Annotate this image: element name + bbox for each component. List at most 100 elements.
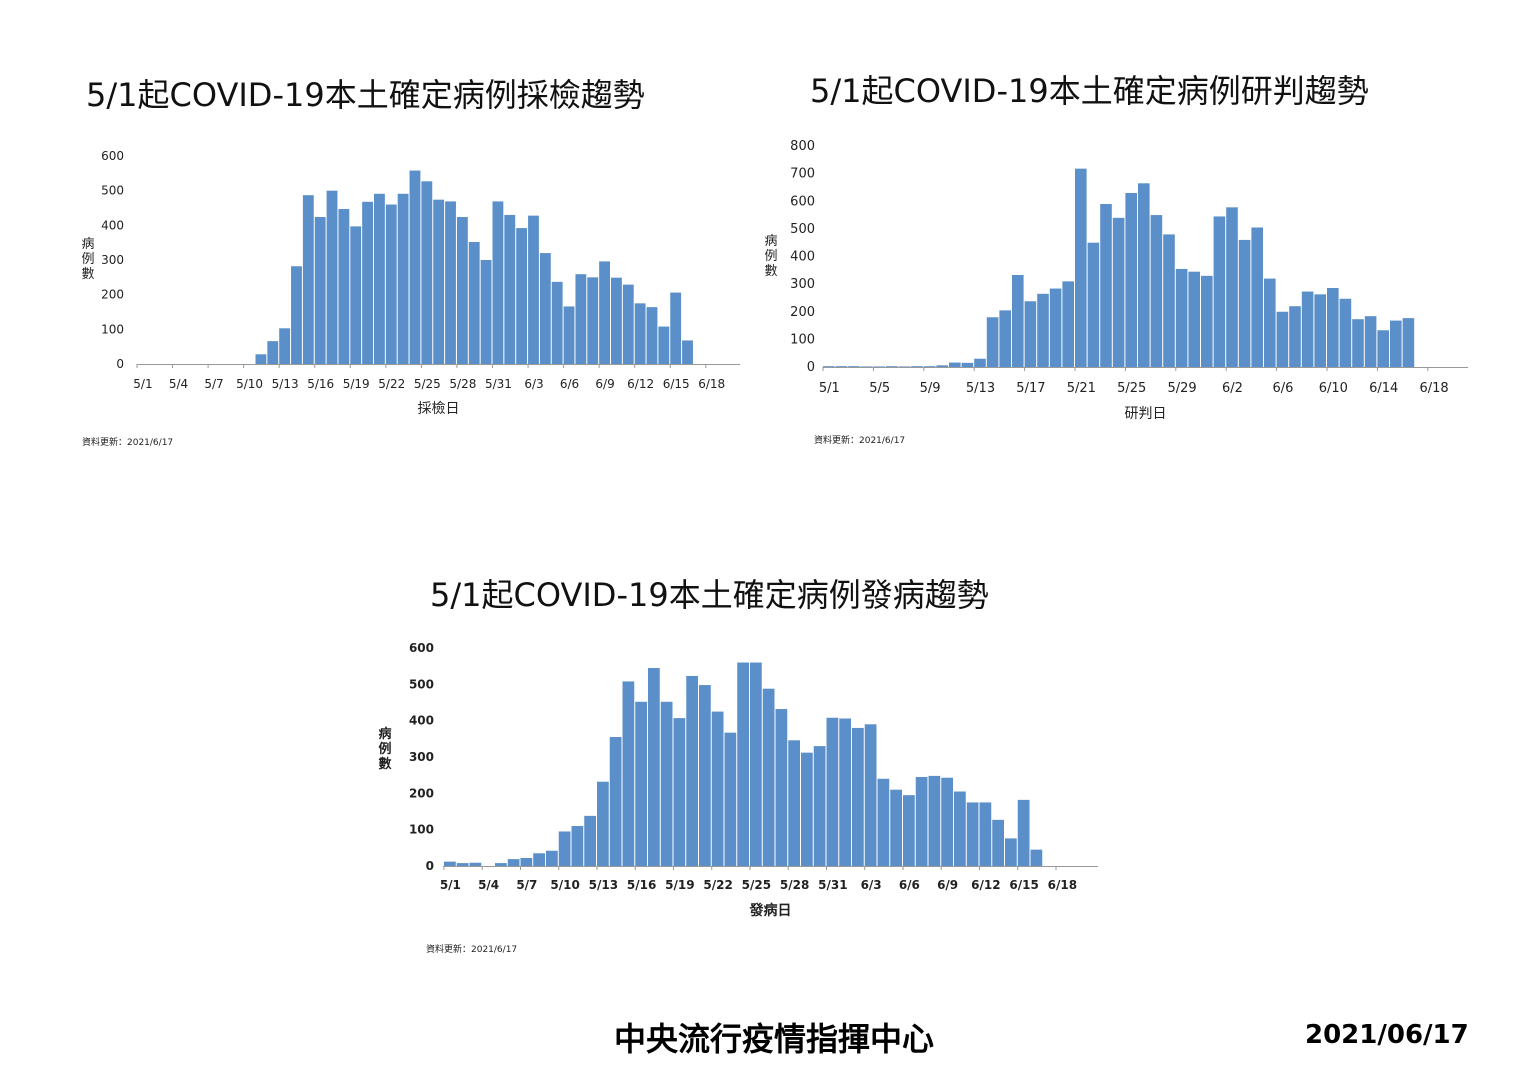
x-tick-label: 5/10	[236, 377, 263, 391]
y-tick-label: 300	[101, 253, 124, 267]
bar	[1037, 293, 1049, 367]
bar	[1024, 301, 1037, 367]
bar	[362, 201, 373, 364]
bar	[826, 717, 839, 866]
y-tick-label: 400	[101, 218, 124, 232]
y-tick-label: 500	[409, 677, 434, 691]
bar	[750, 662, 762, 866]
bar	[291, 266, 302, 364]
x-tick-label: 5/31	[818, 878, 847, 892]
bar	[1377, 330, 1389, 367]
bar	[813, 746, 826, 866]
x-tick-label: 5/10	[550, 878, 579, 892]
bar	[670, 292, 682, 364]
bar	[898, 366, 911, 367]
bar	[551, 281, 563, 364]
bar	[468, 241, 480, 364]
bar	[1226, 207, 1238, 367]
bar	[673, 718, 686, 866]
y-tick-label: 800	[790, 139, 815, 154]
y-axis-title: 病例數	[764, 234, 777, 279]
x-tick-label: 5/13	[589, 878, 618, 892]
bar	[1049, 288, 1062, 367]
bar	[480, 260, 492, 364]
bar	[1364, 316, 1377, 367]
bar	[1163, 234, 1175, 367]
bar	[622, 284, 634, 364]
bar	[923, 366, 936, 367]
x-tick-label: 6/15	[663, 377, 690, 391]
bar	[374, 193, 385, 364]
bar	[936, 365, 948, 367]
y-tick-label: 100	[790, 332, 815, 347]
bar	[611, 277, 622, 364]
x-tick-label: 5/1	[819, 381, 840, 396]
bar	[302, 195, 314, 364]
bar	[444, 861, 456, 866]
x-tick-label: 5/29	[1167, 381, 1196, 396]
y-tick-label: 500	[101, 184, 124, 198]
x-tick-label: 5/28	[449, 377, 476, 391]
x-tick-label: 6/3	[861, 878, 882, 892]
x-tick-label: 6/18	[698, 377, 725, 391]
x-tick-label: 6/15	[1009, 878, 1038, 892]
x-tick-label: 5/17	[1016, 381, 1045, 396]
y-tick-label: 300	[409, 750, 434, 764]
x-tick-label: 6/18	[1419, 381, 1448, 396]
bar	[433, 199, 445, 364]
bar	[835, 366, 848, 367]
x-tick-label: 5/1	[440, 878, 461, 892]
bar	[1213, 216, 1226, 367]
bar	[409, 170, 421, 364]
x-tick-label: 6/3	[524, 377, 543, 391]
bar	[1264, 278, 1276, 367]
x-axis-title: 研判日	[1125, 406, 1167, 422]
bar	[1150, 215, 1163, 367]
bar	[986, 317, 999, 367]
bar	[495, 863, 507, 866]
y-axis-title: 病例數	[378, 726, 391, 772]
chart-1-title: 5/1起COVID-19本土確定病例採檢趨勢	[86, 76, 645, 114]
bar	[839, 718, 851, 866]
bar	[915, 776, 928, 866]
bar	[1062, 281, 1074, 367]
y-tick-label: 300	[790, 277, 815, 292]
bar	[890, 789, 902, 866]
bar	[445, 201, 456, 364]
x-axis-title: 發病日	[749, 902, 792, 919]
bar	[979, 802, 992, 866]
chart-1-update-note: 資料更新：2021/6/17	[82, 438, 174, 448]
bar	[520, 858, 533, 866]
x-tick-label: 5/19	[665, 878, 694, 892]
y-tick-label: 200	[790, 305, 815, 320]
bar	[724, 732, 737, 866]
bar	[504, 214, 516, 364]
bar	[456, 863, 469, 866]
bar	[571, 826, 584, 866]
bar	[1188, 271, 1200, 367]
bar	[1012, 275, 1024, 367]
bar	[314, 217, 326, 364]
bar	[279, 328, 291, 364]
bar	[954, 791, 966, 866]
x-tick-label: 5/1	[133, 377, 152, 391]
bar	[1138, 183, 1150, 367]
x-tick-label: 5/28	[780, 878, 809, 892]
bar	[635, 701, 647, 866]
x-tick-label: 5/22	[378, 377, 405, 391]
bar	[528, 215, 539, 364]
bar	[658, 326, 670, 364]
x-tick-label: 5/22	[703, 878, 732, 892]
bar	[1100, 204, 1112, 367]
bar	[1276, 311, 1289, 367]
x-tick-label: 5/13	[966, 381, 995, 396]
x-tick-label: 6/2	[1222, 381, 1243, 396]
x-tick-label: 5/4	[478, 878, 499, 892]
bar	[597, 781, 609, 866]
y-tick-label: 0	[807, 360, 815, 375]
x-tick-label: 5/7	[204, 377, 223, 391]
y-tick-label: 100	[101, 322, 124, 336]
x-tick-label: 5/31	[485, 377, 512, 391]
x-tick-label: 6/6	[560, 377, 579, 391]
x-tick-label: 6/9	[937, 878, 958, 892]
